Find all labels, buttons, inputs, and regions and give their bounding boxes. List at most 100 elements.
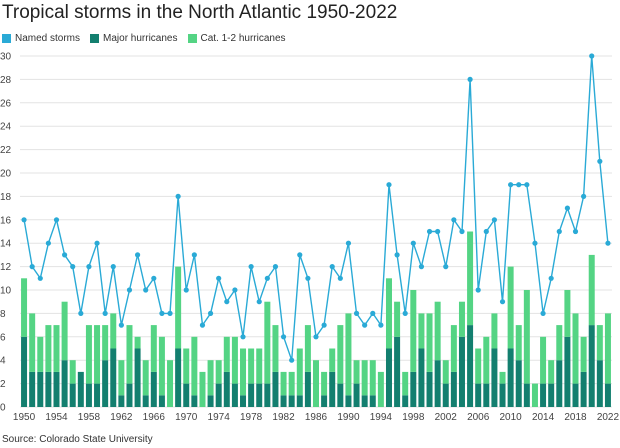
named-storms-point-2005 [467, 76, 473, 82]
named-storms-point-2019 [581, 193, 587, 199]
bar-cat12-1952 [37, 336, 44, 372]
bar-major-2018 [572, 383, 579, 407]
bar-cat12-2009 [499, 371, 506, 384]
bar-major-2016 [556, 360, 563, 407]
bar-major-1974 [215, 383, 222, 407]
named-storms-point-2008 [491, 217, 498, 223]
bar-cat12-2014 [540, 336, 547, 384]
bar-cat12-1987 [321, 371, 328, 396]
bar-cat12-2008 [491, 313, 498, 349]
bar-cat12-1955 [61, 301, 68, 361]
named-storms-point-1999 [418, 264, 425, 270]
named-storms-point-1986 [313, 334, 319, 340]
bar-cat12-1996 [394, 301, 401, 337]
named-storms-point-1993 [370, 310, 376, 316]
x-tick-label: 2006 [467, 412, 490, 423]
named-storms-point-2006 [475, 287, 481, 293]
bar-cat12-2021 [596, 325, 603, 361]
bar-major-1982 [280, 395, 287, 407]
named-storms-point-1968 [167, 310, 173, 316]
bar-cat12-1967 [158, 336, 165, 396]
named-storms-point-1961 [110, 264, 116, 270]
bar-cat12-2000 [426, 313, 433, 372]
named-storms-point-1966 [151, 275, 157, 281]
bar-cat12-1964 [134, 336, 141, 349]
x-tick-label: 2010 [500, 412, 523, 423]
named-storms-point-2001 [435, 228, 441, 235]
bar-cat12-1983 [288, 371, 295, 396]
legend-label-major-hurricanes: Major hurricanes [103, 33, 178, 44]
named-storms-point-1978 [248, 264, 254, 270]
named-storms-point-2020 [589, 53, 595, 59]
named-storms-point-1981 [272, 264, 279, 270]
named-storms-point-1998 [410, 240, 416, 246]
named-storms-point-1967 [159, 310, 165, 316]
bar-cat12-2010 [507, 266, 514, 349]
bar-cat12-1954 [53, 325, 60, 372]
bar-major-1981 [272, 371, 279, 407]
bar-major-1960 [102, 360, 109, 407]
y-tick-label: 26 [0, 98, 12, 109]
bar-major-1959 [94, 383, 101, 407]
named-storms-point-1979 [256, 299, 262, 305]
y-tick-label: 4 [0, 356, 6, 367]
bar-cat12-1962 [118, 360, 125, 396]
bar-cat12-1977 [240, 348, 247, 396]
named-storms-point-1984 [297, 252, 303, 258]
bar-major-1980 [264, 383, 271, 407]
bar-major-1984 [296, 395, 303, 407]
y-tick-label: 16 [0, 215, 12, 226]
named-storms-point-1951 [29, 264, 35, 270]
named-storms-point-2018 [572, 228, 579, 235]
x-tick-label: 1974 [208, 412, 231, 423]
named-storms-point-1994 [378, 322, 384, 328]
named-storms-point-1972 [199, 322, 206, 328]
legend-label-named-storms: Named storms [15, 33, 81, 44]
named-storms-point-2013 [532, 240, 538, 246]
bar-major-1961 [110, 348, 117, 407]
named-storms-point-2007 [483, 228, 489, 235]
named-storms-point-1980 [264, 275, 270, 281]
bar-major-1999 [418, 348, 425, 407]
bar-cat12-1989 [337, 325, 344, 384]
bar-cat12-1976 [231, 336, 238, 384]
bar-major-2003 [450, 371, 457, 407]
bar-cat12-1969 [175, 266, 182, 349]
bar-major-1955 [61, 360, 68, 407]
named-storms-point-2021 [597, 158, 603, 164]
legend: Named storms Major hurricanes Cat. 1-2 h… [2, 33, 286, 44]
x-tick-label: 1962 [110, 412, 133, 423]
bar-cat12-2003 [450, 325, 457, 372]
bar-major-2020 [588, 325, 595, 407]
legend-item-named-storms: Named storms [2, 33, 80, 44]
bar-major-2002 [442, 383, 449, 407]
bar-major-1969 [175, 348, 182, 407]
named-storms-point-2014 [540, 310, 546, 316]
legend-swatch-cat12-hurricanes [187, 34, 197, 43]
bar-major-1958 [85, 383, 92, 407]
bar-cat12-1970 [183, 348, 190, 384]
named-storms-point-2017 [564, 205, 570, 211]
bar-cat12-2020 [588, 254, 595, 326]
chart-title: Tropical storms in the North Atlantic 19… [2, 2, 398, 23]
named-storms-point-1959 [94, 240, 100, 246]
named-storms-point-1965 [143, 287, 149, 293]
bar-cat12-1999 [418, 313, 425, 349]
y-tick-label: 30 [0, 52, 12, 63]
bar-major-1987 [321, 395, 328, 407]
y-tick-label: 24 [0, 122, 12, 133]
x-tick-label: 1978 [240, 412, 263, 423]
bar-major-1992 [361, 395, 368, 407]
named-storms-point-1990 [345, 240, 352, 246]
named-storms-point-1989 [337, 275, 343, 281]
bar-cat12-1950 [21, 278, 28, 337]
bar-cat12-2019 [580, 336, 587, 372]
y-tick-label: 8 [0, 309, 6, 320]
bar-major-1988 [329, 371, 336, 407]
bar-major-1962 [118, 395, 125, 407]
bar-cat12-1961 [110, 313, 117, 349]
named-storms-point-2002 [443, 264, 449, 270]
named-storms-point-2004 [459, 228, 465, 235]
bar-cat12-1959 [94, 325, 101, 384]
bar-cat12-1951 [29, 313, 36, 372]
